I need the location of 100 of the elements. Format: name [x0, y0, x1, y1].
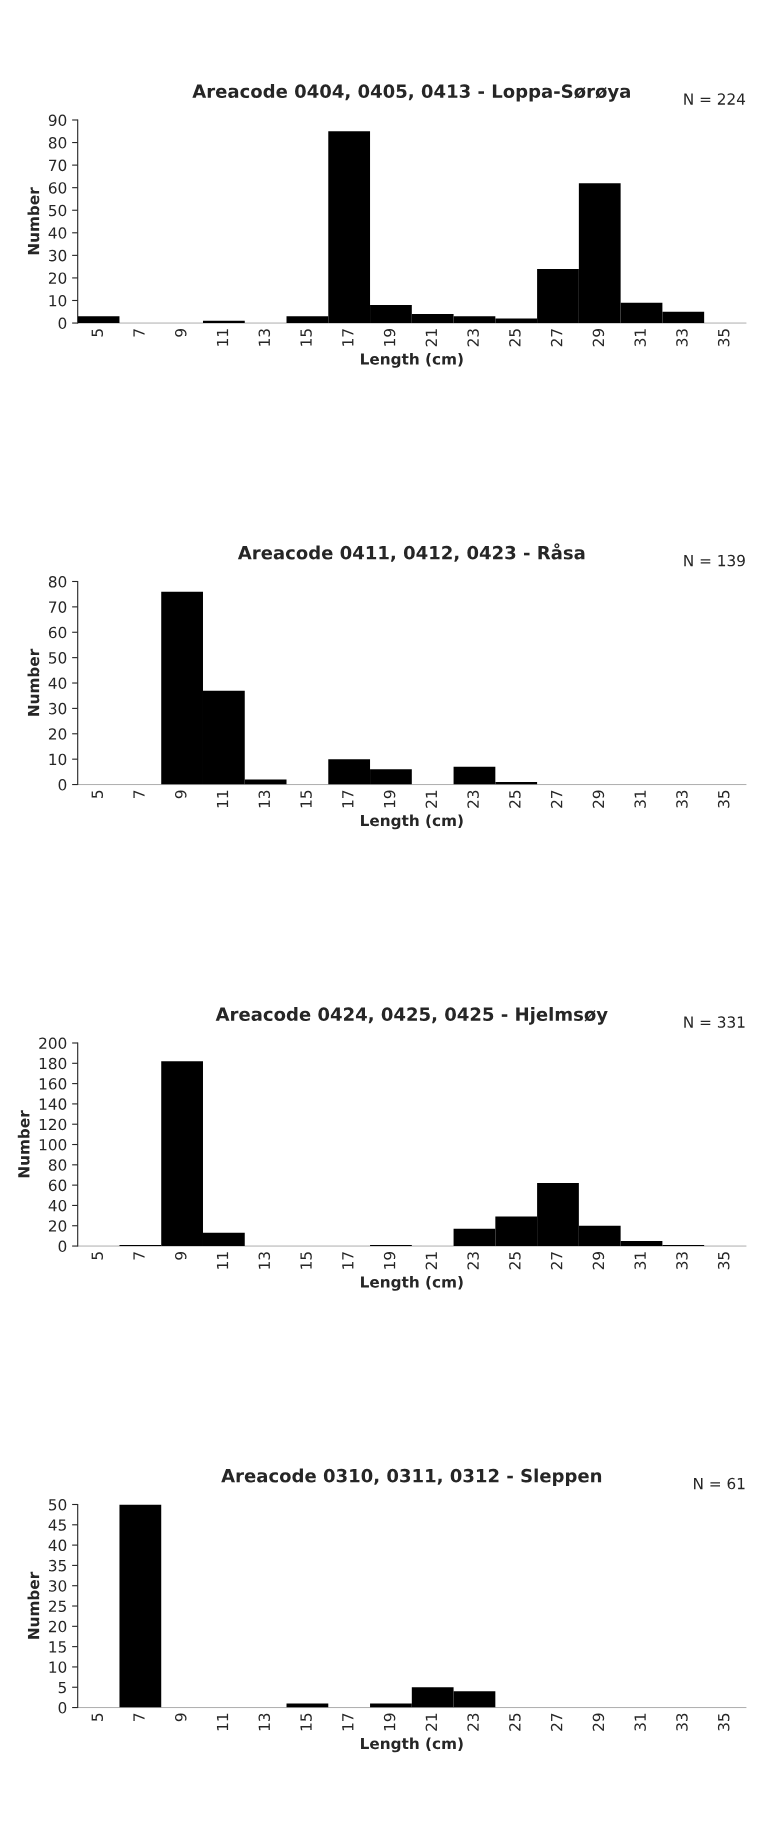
text: N = 61	[694, 1477, 745, 1490]
x-axis-title: Length (cm)	[361, 1275, 463, 1291]
x-tick-label: 31	[634, 790, 646, 808]
y-tick-label: 5	[58, 1681, 66, 1694]
x-tick-label: 9	[174, 328, 187, 337]
x-tick-label: 29	[592, 790, 605, 808]
y-tick-label: 40	[48, 1539, 67, 1552]
x-tick-label: 11	[216, 329, 229, 346]
y-axis-title: Number	[17, 1110, 30, 1178]
x-tick-label: 5	[91, 790, 104, 798]
chart-title: Areacode 0424, 0425, 0425 - Hjelmsøy	[215, 1007, 608, 1025]
x-tick-label: 35	[717, 1252, 730, 1270]
x-tick-label: 21	[425, 790, 437, 808]
x-tick-label: 13	[258, 1252, 271, 1269]
x-tick-label: 33	[676, 1252, 688, 1270]
y-tick-label: 0	[58, 1702, 67, 1714]
x-tick-label: 7	[133, 1252, 145, 1260]
x-tick-label: 25	[509, 1252, 521, 1270]
y-tick-label: 60	[48, 182, 67, 194]
x-tick-label: 15	[300, 1713, 312, 1731]
x-tick-label: 23	[467, 790, 479, 808]
y-tick-label: 20	[48, 1220, 67, 1232]
y-tick-label: 30	[49, 1580, 67, 1592]
x-axis-title: Length (cm)	[361, 352, 463, 368]
x-tick-label: 29	[592, 1251, 605, 1270]
y-tick-label: 30	[49, 702, 67, 715]
y-tick-label: 40	[48, 677, 67, 690]
y-tick-label: 0	[58, 1240, 67, 1253]
x-tick-label: 27	[550, 790, 563, 808]
y-tick-label: 40	[48, 227, 67, 239]
x-tick-label: 9	[174, 1713, 187, 1722]
text: N = 139	[684, 554, 745, 567]
y-tick-label: 10	[49, 294, 67, 307]
x-axis-title: Length (cm)	[361, 1737, 463, 1753]
x-tick-label: 33	[676, 1713, 688, 1731]
x-tick-label: 17	[342, 329, 354, 346]
y-tick-label: 35	[49, 1559, 66, 1572]
x-tick-label: 7	[133, 329, 145, 337]
y-tick-label: 80	[48, 575, 67, 588]
y-tick-label: 200	[39, 1037, 67, 1050]
y-tick-label: 100	[39, 1138, 67, 1151]
x-tick-label: 19	[383, 1251, 396, 1269]
y-tick-label: 25	[48, 1600, 66, 1613]
chart-title: Areacode 0404, 0405, 0413 - Loppa-Sørøya	[192, 84, 630, 102]
x-tick-label: 11	[216, 1252, 229, 1269]
x-tick-label: 7	[133, 790, 145, 798]
x-tick-label: 19	[383, 328, 396, 346]
x-tick-label: 19	[383, 790, 396, 808]
x-tick-label: 17	[342, 1713, 354, 1731]
x-tick-label: 15	[300, 1252, 312, 1269]
x-tick-label: 25	[509, 790, 521, 808]
x-tick-label: 13	[258, 1713, 271, 1731]
x-tick-label: 21	[425, 329, 437, 347]
x-tick-label: 11	[216, 790, 229, 808]
y-tick-label: 90	[48, 114, 67, 127]
y-tick-label: 50	[49, 652, 67, 664]
x-tick-label: 9	[174, 790, 187, 799]
x-tick-label: 5	[91, 1713, 104, 1721]
x-tick-label: 13	[258, 329, 271, 346]
x-tick-label: 21	[425, 1252, 437, 1270]
x-tick-label: 31	[634, 329, 646, 347]
y-tick-label: 0	[58, 317, 67, 330]
x-tick-label: 31	[634, 1713, 646, 1731]
x-tick-label: 13	[258, 790, 271, 808]
y-tick-label: 80	[48, 1159, 67, 1171]
y-tick-label: 80	[48, 137, 67, 149]
y-tick-label: 140	[39, 1098, 67, 1110]
y-tick-label: 120	[39, 1118, 67, 1131]
x-tick-label: 21	[425, 1713, 437, 1731]
x-tick-label: 33	[676, 329, 688, 347]
x-tick-label: 29	[592, 328, 605, 347]
y-tick-label: 180	[39, 1057, 67, 1070]
y-axis-title: Number	[27, 1571, 40, 1639]
x-tick-label: 29	[592, 1713, 605, 1731]
y-tick-label: 10	[49, 1661, 67, 1673]
x-tick-label: 35	[717, 790, 730, 808]
y-tick-label: 20	[48, 1620, 67, 1633]
x-tick-label: 23	[467, 1252, 479, 1270]
text: N = 331	[684, 1016, 745, 1028]
x-tick-label: 15	[300, 790, 312, 808]
y-tick-label: 70	[49, 159, 67, 172]
x-tick-label: 11	[216, 1713, 229, 1731]
x-tick-label: 23	[467, 329, 479, 347]
x-tick-label: 31	[634, 1252, 646, 1270]
bar	[286, 1703, 329, 1708]
x-tick-label: 25	[509, 1713, 521, 1731]
x-tick-label: 9	[174, 1251, 187, 1260]
y-tick-label: 50	[49, 1498, 67, 1511]
x-tick-label: 15	[300, 329, 312, 346]
x-tick-label: 27	[550, 1713, 563, 1731]
x-tick-label: 35	[717, 1713, 730, 1731]
chart-title: Areacode 0310, 0311, 0312 - Sleppen	[221, 1468, 602, 1487]
x-tick-label: 17	[342, 790, 354, 808]
y-tick-label: 0	[58, 779, 67, 791]
x-tick-label: 17	[342, 1252, 354, 1269]
y-tick-label: 45	[48, 1519, 66, 1531]
bar	[77, 316, 120, 324]
text: N = 224	[684, 93, 746, 105]
y-tick-label: 10	[49, 753, 67, 766]
x-tick-label: 35	[717, 329, 730, 347]
